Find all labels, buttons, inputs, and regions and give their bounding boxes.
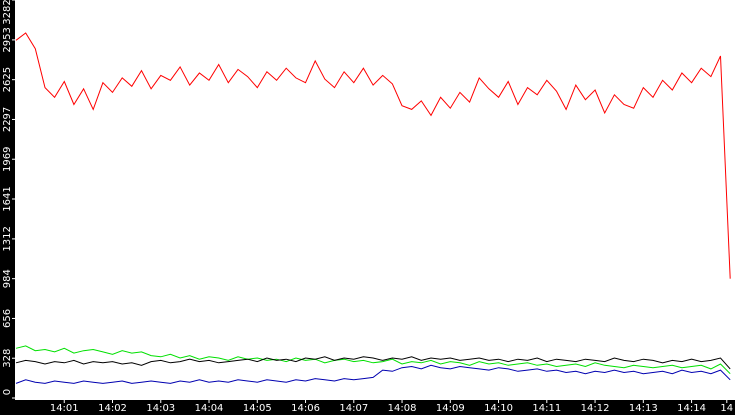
y-tick-label: 656 <box>2 309 13 328</box>
y-tick-label: 1312 <box>2 226 13 251</box>
x-tick-label: 14:11 <box>532 403 561 414</box>
x-axis-band <box>0 400 735 415</box>
y-tick-label: 3282 <box>2 0 13 25</box>
x-tick-label: 14:04 <box>195 403 224 414</box>
y-tick-label: 0 <box>2 389 13 395</box>
x-tick-label: 14 <box>720 403 733 414</box>
y-axis-band <box>0 0 15 415</box>
x-tick-label: 14:10 <box>484 403 513 414</box>
y-tick-label: 984 <box>2 269 13 288</box>
series-line <box>15 356 731 370</box>
y-tick-label: 2953 <box>2 27 13 52</box>
x-tick-label: 14:12 <box>581 403 610 414</box>
x-tick-label: 14:05 <box>243 403 272 414</box>
x-tick-label: 14:07 <box>339 403 368 414</box>
y-tick-label: 328 <box>2 349 13 368</box>
x-tick-label: 14:01 <box>50 403 79 414</box>
x-tick-label: 14:13 <box>629 403 658 414</box>
series-line <box>15 364 731 384</box>
x-tick-label: 14:08 <box>388 403 417 414</box>
x-tick-label: 14:06 <box>291 403 320 414</box>
y-tick-label: 2297 <box>2 107 13 132</box>
x-tick-label: 14:03 <box>146 403 175 414</box>
series-line <box>15 32 731 279</box>
x-tick-label: 14:09 <box>436 403 465 414</box>
y-tick-label: 1969 <box>2 146 13 171</box>
series-line <box>15 345 731 375</box>
x-tick-label: 14:14 <box>677 403 706 414</box>
y-tick-label: 1641 <box>2 186 13 211</box>
y-tick-label: 2625 <box>2 67 13 92</box>
x-tick-label: 14:02 <box>98 403 127 414</box>
